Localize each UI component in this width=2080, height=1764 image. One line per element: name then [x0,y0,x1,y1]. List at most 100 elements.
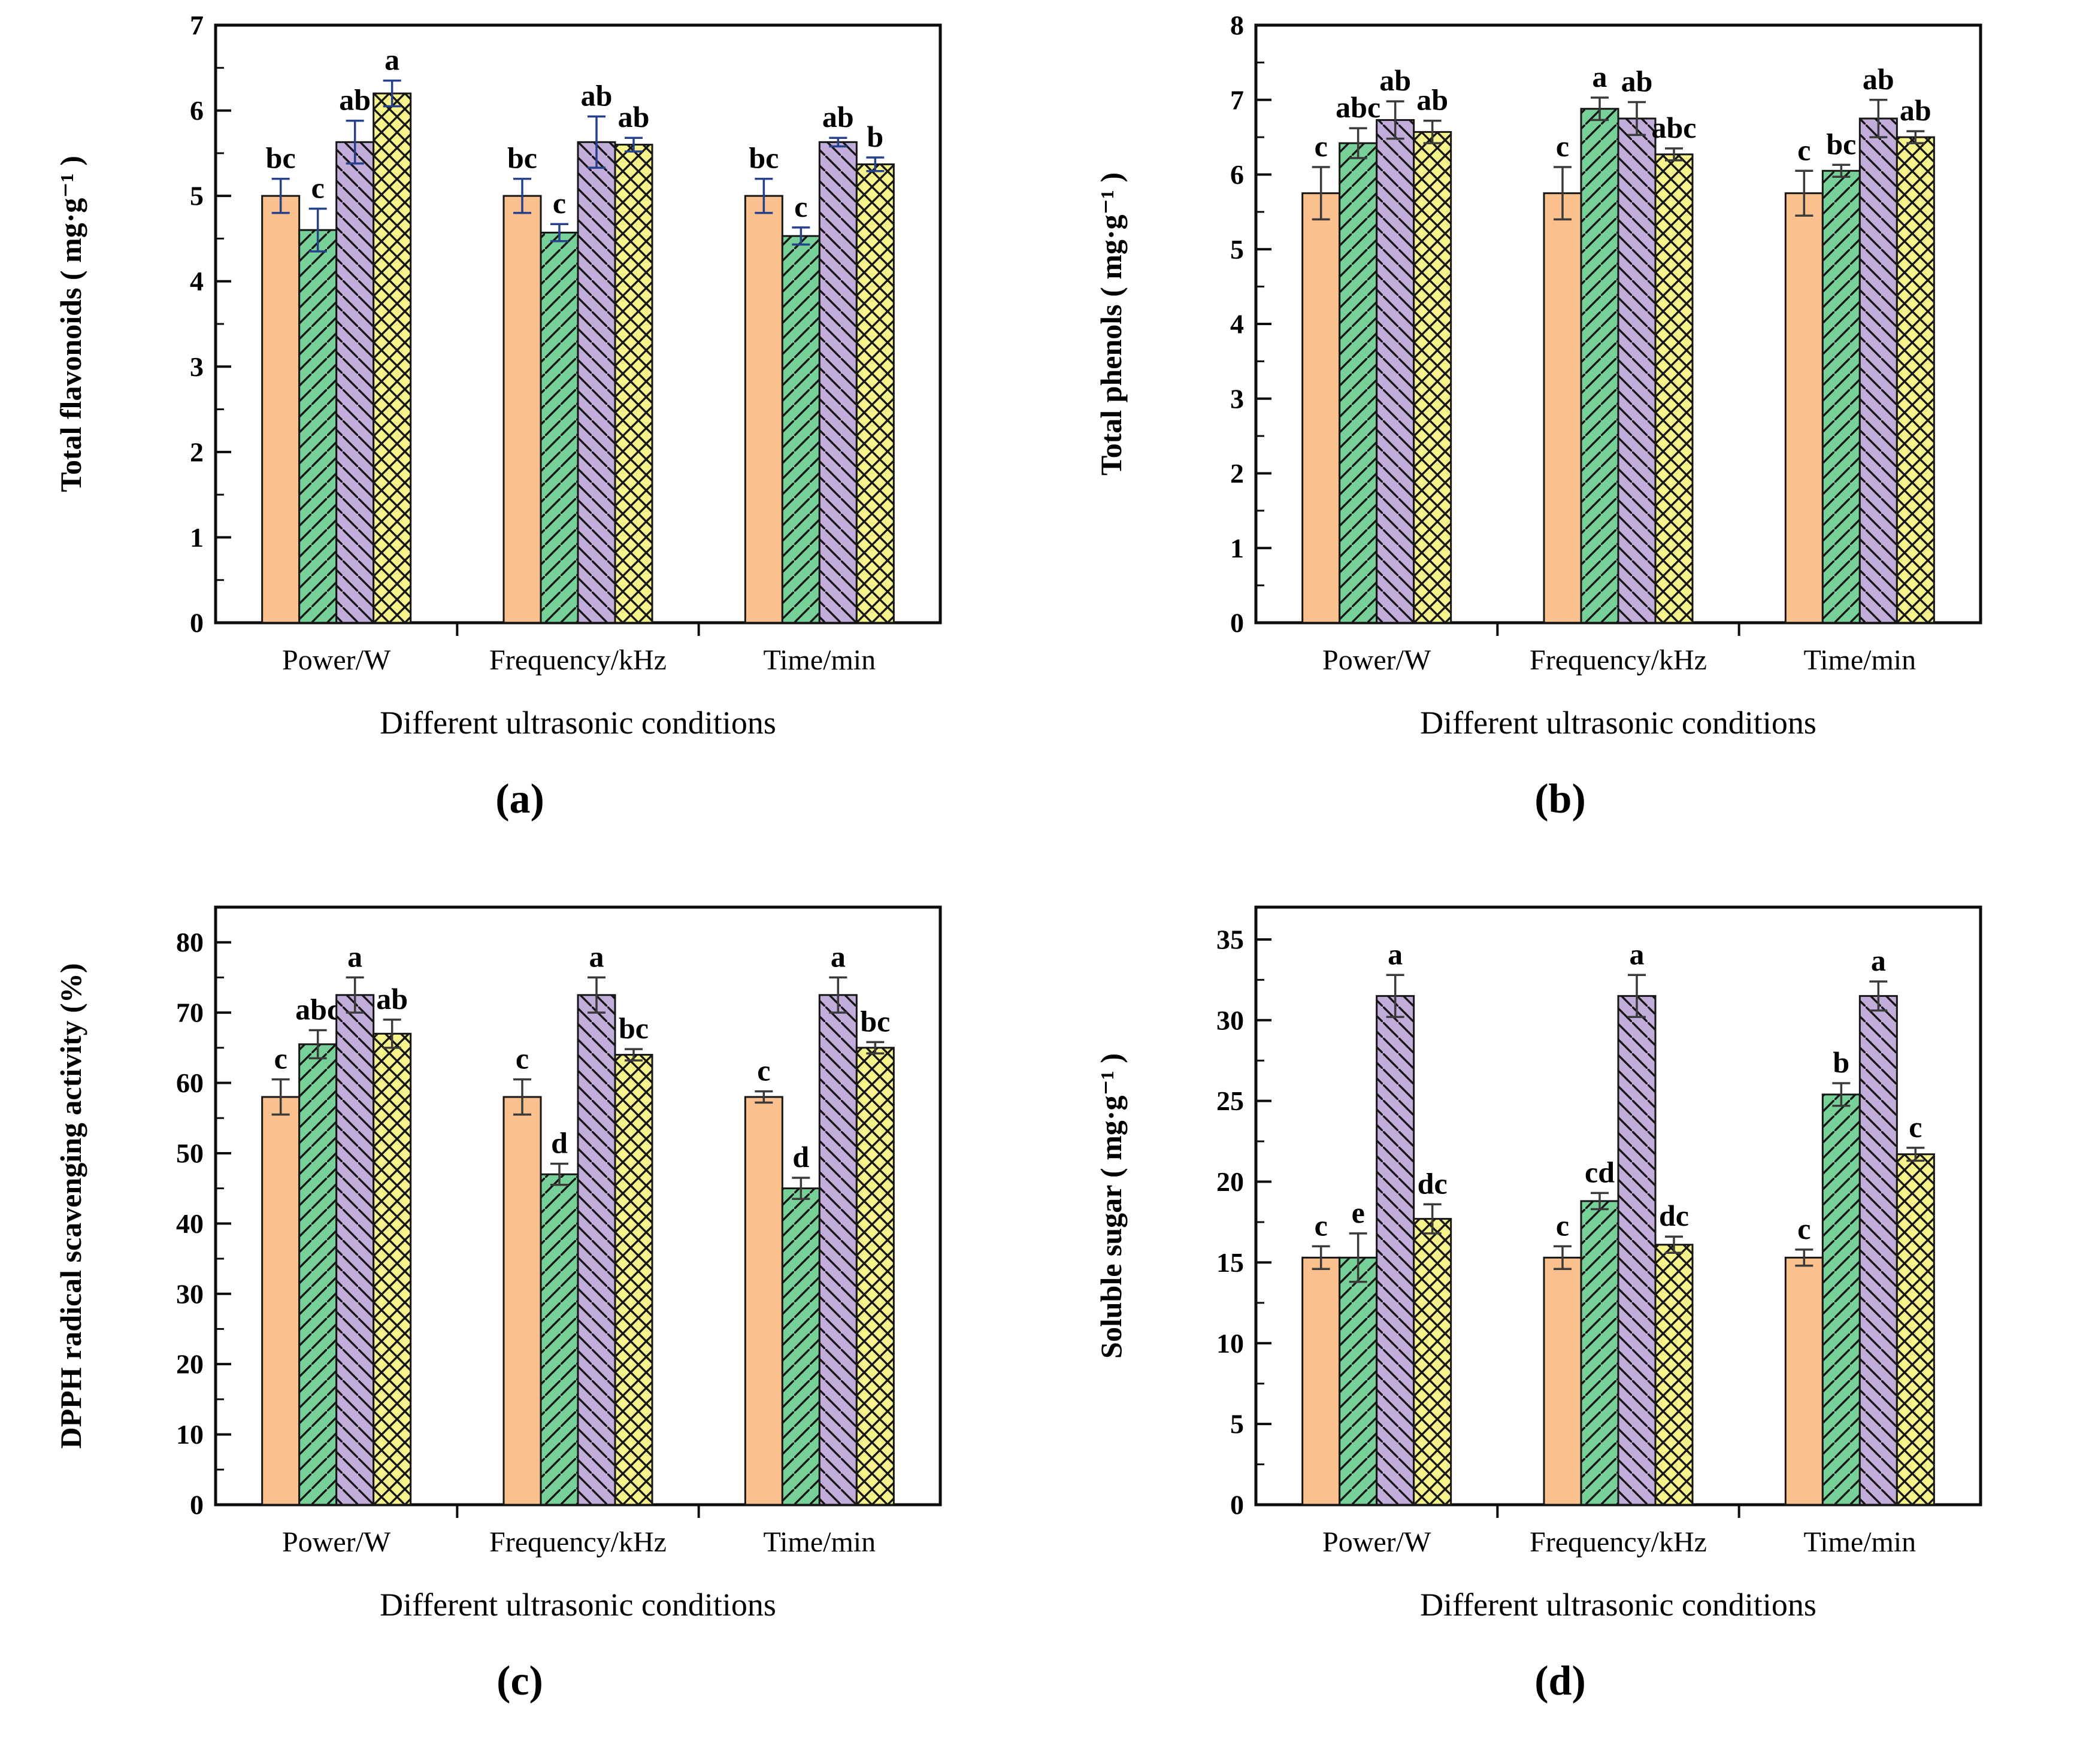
y-tick-label: 2 [1230,458,1244,489]
panel-c: 0 10 20 30 40 50 60 70 80 c abc a ab Power/W c d a bc Freq… [0,882,1040,1764]
sig-letter: c [1315,1208,1328,1242]
x-axis-title: Different ultrasonic conditions [380,705,776,741]
sig-letter: c [757,1054,770,1087]
bar-green-diagonal [781,235,821,624]
y-tick-label: 30 [1216,1005,1244,1035]
bar-purple-diagonal [577,141,616,624]
y-axis-title: DPPH radical scavenging activity (%) [54,963,87,1449]
x-category-label: Frequency/kHz [1530,1526,1707,1558]
y-tick-label: 0 [1230,1490,1244,1520]
sig-letter: ab [339,83,371,117]
bar-yellow-crosshatch [1654,153,1694,624]
bar-green-diagonal [298,1043,338,1506]
sig-letter: ab [822,100,854,134]
sig-letter: c [274,1042,287,1075]
x-category-label: Time/min [1804,644,1916,676]
chart-panel-c: 01020304050607080cabcaabPower/WcdabcFreq… [54,905,942,1623]
bar-yellow-crosshatch [614,1054,653,1506]
y-tick-label: 10 [176,1419,204,1450]
y-tick-label: 6 [190,95,204,126]
y-tick-label: 3 [190,351,204,382]
bar-orange-solid [502,195,542,624]
y-tick-label: 10 [1216,1328,1244,1359]
y-tick-label: 5 [1230,1409,1244,1439]
sig-letter: a [831,939,846,973]
y-tick-label: 35 [1216,924,1244,954]
y-tick-label: 1 [1230,533,1244,563]
y-tick-label: 80 [176,927,204,957]
bar-orange-solid [1543,1256,1582,1506]
sig-letter: c [553,186,566,220]
y-axis-title: Total phenols ( mg·g⁻¹ ) [1094,172,1128,475]
sig-letter: c [1315,129,1328,163]
bar-orange-solid [261,1096,301,1506]
bar-orange-solid [1301,192,1341,624]
sig-letter: c [311,171,325,205]
sig-letter: c [1797,133,1810,166]
y-tick-label: 6 [1230,159,1244,190]
bar-purple-diagonal [1617,995,1657,1506]
sig-letter: c [1556,1208,1569,1242]
x-category-label: Power/W [282,1526,391,1558]
sig-letter: c [1556,129,1569,163]
y-tick-label: 3 [1230,383,1244,414]
bar-green-diagonal [1339,142,1378,624]
bar-yellow-crosshatch [855,1047,895,1506]
sig-letter: bc [860,1004,890,1038]
x-axis-title: Different ultrasonic conditions [1420,1587,1816,1623]
sig-letter: ab [1900,93,1931,127]
x-category-label: Time/min [1804,1526,1916,1558]
bar-orange-solid [1784,192,1824,624]
bar-yellow-crosshatch [1413,131,1452,624]
y-tick-label: 8 [1230,10,1244,41]
y-tick-label: 2 [190,437,204,467]
y-tick-label: 4 [190,266,204,296]
sig-letter: ab [1379,63,1411,97]
sig-letter: cd [1585,1155,1615,1189]
bar-yellow-crosshatch [1896,136,1935,624]
y-tick-label: 1 [190,522,204,553]
sig-letter: bc [749,141,779,175]
sig-letter: abc [295,992,340,1026]
sig-letter: bc [619,1011,649,1045]
x-category-label: Power/W [282,644,391,676]
bar-orange-solid [1301,1256,1341,1506]
bar-green-diagonal [1821,1093,1861,1506]
y-axis-title: Total flavonoids ( mg·g⁻¹ ) [54,156,87,492]
sig-letter: a [1871,944,1886,977]
x-axis-title: Different ultrasonic conditions [380,1587,776,1623]
bar-orange-solid [502,1096,542,1506]
bar-orange-solid [744,195,783,624]
y-tick-label: 50 [176,1138,204,1168]
caption-c: (c) [496,1658,543,1704]
x-category-label: Time/min [764,644,876,676]
sig-letter: bc [1826,127,1856,160]
bar-orange-solid [1543,192,1582,624]
bar-orange-solid [1784,1256,1824,1506]
caption-b: (b) [1534,776,1586,822]
bar-green-diagonal [540,231,579,624]
bar-green-diagonal [1580,108,1619,624]
sig-letter: a [347,939,362,973]
bar-green-diagonal [298,229,338,624]
y-tick-label: 4 [1230,309,1244,340]
y-tick-label: 0 [190,608,204,638]
sig-letter: c [1909,1110,1922,1144]
sig-letter: c [794,190,807,223]
bar-yellow-crosshatch [1654,1244,1694,1506]
bar-purple-diagonal [1617,117,1657,624]
y-tick-label: 20 [1216,1166,1244,1197]
bar-purple-diagonal [1858,117,1898,624]
sig-letter: a [1630,937,1645,971]
y-tick-label: 7 [190,10,204,41]
bar-purple-diagonal [1376,119,1415,624]
bar-orange-solid [744,1096,783,1506]
x-category-label: Time/min [764,1526,876,1558]
bar-purple-diagonal [335,141,375,624]
y-tick-label: 0 [1230,608,1244,638]
bar-green-diagonal [781,1187,821,1506]
bar-purple-diagonal [577,994,616,1506]
sig-letter: c [516,1042,529,1075]
bar-yellow-crosshatch [1413,1218,1452,1506]
